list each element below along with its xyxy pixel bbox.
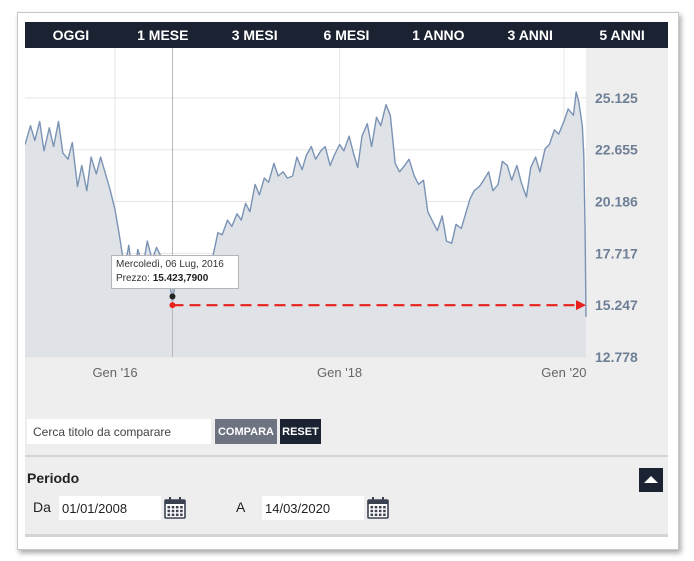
compara-button[interactable]: COMPARA	[215, 419, 277, 444]
price-area	[25, 92, 586, 357]
tab-oggi[interactable]: OGGI	[52, 27, 90, 43]
y-axis: 12.778 15.247 17.717 20.186 22.655 25.125	[595, 90, 638, 365]
tab-5-anni[interactable]: 5 ANNI	[599, 27, 645, 43]
to-label: A	[236, 499, 246, 515]
y-tick-label-0: 12.778	[595, 349, 638, 365]
section-divider	[25, 455, 668, 457]
period-title: Periodo	[27, 470, 80, 486]
calendar-icon	[367, 497, 389, 519]
reference-start-dot	[169, 302, 176, 309]
tooltip-price-value: 15.423,7900	[152, 273, 209, 284]
hover-point-marker	[169, 293, 176, 300]
from-label: Da	[33, 499, 51, 515]
y-tick-label-2: 17.717	[595, 245, 638, 261]
tooltip-price-row: Prezzo: 15.423,7900	[116, 272, 234, 286]
compare-search-input[interactable]	[27, 419, 211, 444]
price-tooltip: Mercoledì, 06 Lug, 2016 Prezzo: 15.423,7…	[111, 255, 239, 289]
y-tick-label-1: 15.247	[595, 297, 638, 313]
price-chart[interactable]: 12.778 15.247 17.717 20.186 22.655 25.125 Gen…	[25, 48, 668, 408]
to-date-input[interactable]	[262, 496, 364, 520]
x-tick-label-2: Gen '20	[541, 365, 586, 380]
from-date-input[interactable]	[59, 496, 161, 520]
to-calendar-icon[interactable]	[366, 496, 390, 520]
y-tick-label-5: 25.125	[595, 90, 638, 106]
y-tick-label-3: 20.186	[595, 194, 638, 210]
collapse-button[interactable]	[639, 468, 663, 492]
caret-up-icon	[644, 476, 658, 483]
time-range-tabs: OGGI 1 MESE 3 MESI 6 MESI 1 ANNO 3 ANNI …	[25, 22, 668, 48]
from-calendar-icon[interactable]	[163, 496, 187, 520]
reset-button[interactable]: RESET	[280, 419, 321, 444]
y-tick-label-4: 22.655	[595, 142, 638, 158]
bottom-divider	[25, 534, 668, 537]
calendar-icon	[164, 497, 186, 519]
arrowhead-icon	[576, 300, 586, 311]
tab-6-mesi[interactable]: 6 MESI	[323, 27, 370, 43]
tab-1-mese[interactable]: 1 MESE	[137, 27, 189, 43]
tooltip-price-label: Prezzo:	[116, 273, 150, 284]
tab-3-anni[interactable]: 3 ANNI	[507, 27, 553, 43]
tooltip-date: Mercoledì, 06 Lug, 2016	[116, 259, 224, 270]
tab-1-anno[interactable]: 1 ANNO	[412, 27, 465, 43]
tab-3-mesi[interactable]: 3 MESI	[231, 27, 278, 43]
price-chart-widget: OGGI 1 MESE 3 MESI 6 MESI 1 ANNO 3 ANNI …	[25, 22, 668, 537]
x-axis: Gen '16 Gen '18 Gen '20	[92, 365, 586, 380]
x-tick-label-1: Gen '18	[317, 365, 362, 380]
x-tick-label-0: Gen '16	[92, 365, 137, 380]
